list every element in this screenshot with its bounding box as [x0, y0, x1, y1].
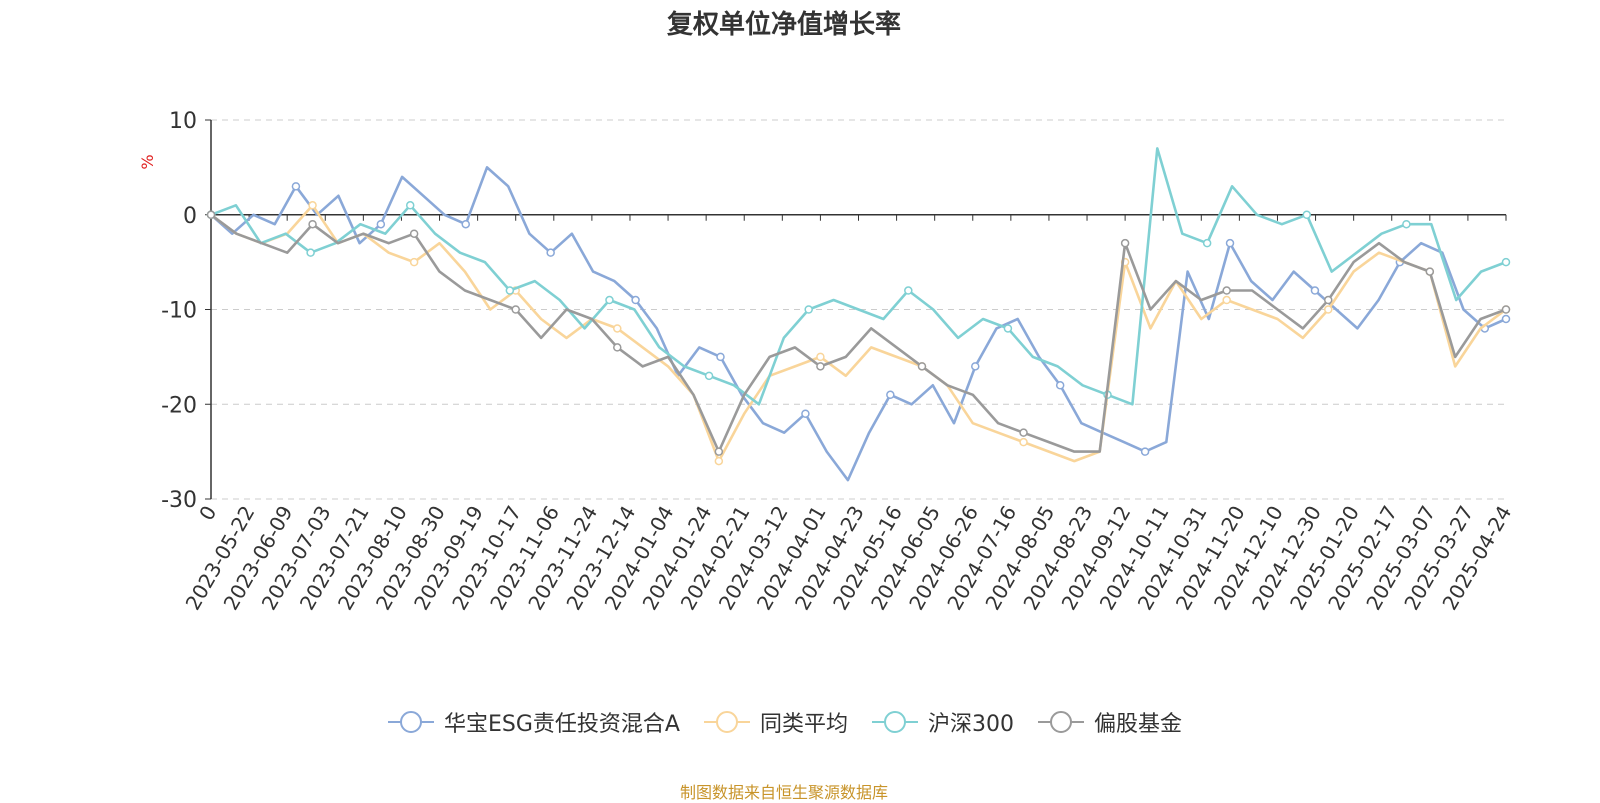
chart-title: 复权单位净值增长率	[666, 10, 901, 40]
data-point	[308, 201, 317, 210]
data-point	[1019, 428, 1028, 437]
x-tick-label: 0	[194, 502, 221, 525]
series-3	[206, 210, 1511, 456]
data-point	[505, 286, 515, 295]
data-point	[1225, 238, 1235, 248]
axes	[205, 119, 1507, 500]
legend-item-equity-fund[interactable]: 偏股基金	[1036, 706, 1182, 738]
legend-equity-fund-icon	[1037, 711, 1084, 733]
data-point	[716, 352, 725, 362]
legend-label-csi300: 沪深300	[927, 712, 1014, 737]
series-line	[210, 213, 1507, 453]
y-tick-label: 0	[183, 204, 197, 229]
data-point	[409, 229, 419, 238]
data-point	[206, 210, 216, 219]
series-1	[206, 201, 1511, 466]
data-point	[405, 201, 415, 210]
data-point	[546, 248, 555, 257]
data-point	[409, 257, 419, 267]
legend-label-peer-average: 同类平均	[759, 712, 848, 737]
data-point	[1055, 381, 1065, 390]
legend-label-fund: 华宝ESG责任投资混合A	[444, 712, 680, 737]
data-point	[1425, 267, 1435, 276]
y-axis-unit-label: %	[138, 154, 157, 169]
data-point	[1501, 305, 1511, 314]
data-point	[816, 362, 825, 371]
legend-item-csi300[interactable]: 沪深300	[870, 706, 1014, 738]
source-note: 制图数据来自恒生聚源数据库	[679, 783, 888, 802]
data-point	[631, 295, 640, 305]
series-line	[210, 147, 1507, 406]
data-point	[1222, 286, 1231, 295]
data-point	[1501, 314, 1511, 324]
data-point	[605, 295, 614, 305]
data-point	[714, 447, 724, 456]
data-point	[1019, 437, 1028, 447]
data-point	[1302, 210, 1312, 219]
y-tick-label: -30	[161, 488, 197, 513]
data-point	[376, 219, 386, 229]
y-tick-label: -10	[161, 299, 197, 324]
series-2	[206, 147, 1511, 406]
data-point	[917, 362, 927, 371]
y-tick-label: 10	[169, 109, 197, 134]
data-point	[1310, 286, 1320, 295]
series-line	[210, 166, 1507, 482]
data-point	[971, 362, 980, 371]
data-point	[816, 352, 825, 362]
data-point	[1222, 295, 1231, 305]
data-point	[704, 371, 714, 381]
data-point	[804, 305, 813, 314]
data-point	[904, 286, 913, 295]
data-point	[291, 182, 301, 191]
data-point	[1120, 238, 1130, 248]
series-line	[210, 204, 1507, 463]
data-point	[461, 219, 471, 229]
grid-lines	[211, 119, 1506, 500]
legend-fund-icon	[388, 711, 434, 733]
legend-item-fund[interactable]: 华宝ESG责任投资混合A	[386, 706, 680, 738]
legend: 华宝ESG责任投资混合A 同类平均 沪深300 偏股基金	[0, 706, 1568, 738]
legend-item-peer-average[interactable]: 同类平均	[702, 706, 848, 738]
data-point	[1501, 257, 1511, 267]
data-point	[1003, 324, 1013, 333]
data-point	[308, 219, 317, 229]
data-point	[801, 409, 810, 418]
data-point	[613, 343, 622, 352]
data-point	[511, 305, 520, 314]
legend-csi300-icon	[871, 711, 918, 733]
legend-peer-average-icon	[703, 711, 750, 733]
data-point	[714, 456, 724, 466]
data-point	[1202, 238, 1212, 248]
data-point	[613, 324, 622, 333]
series-lines	[206, 147, 1511, 482]
data-point	[1324, 305, 1333, 314]
data-point	[1402, 219, 1411, 229]
data-point	[886, 390, 895, 400]
data-point	[1140, 447, 1150, 456]
tick-labels: 100-10-20-3002023-05-222023-06-092023-07…	[161, 109, 1516, 614]
y-tick-label: -20	[161, 393, 197, 418]
data-point	[1324, 295, 1333, 305]
legend-label-equity-fund: 偏股基金	[1093, 712, 1182, 737]
data-point	[306, 248, 315, 257]
